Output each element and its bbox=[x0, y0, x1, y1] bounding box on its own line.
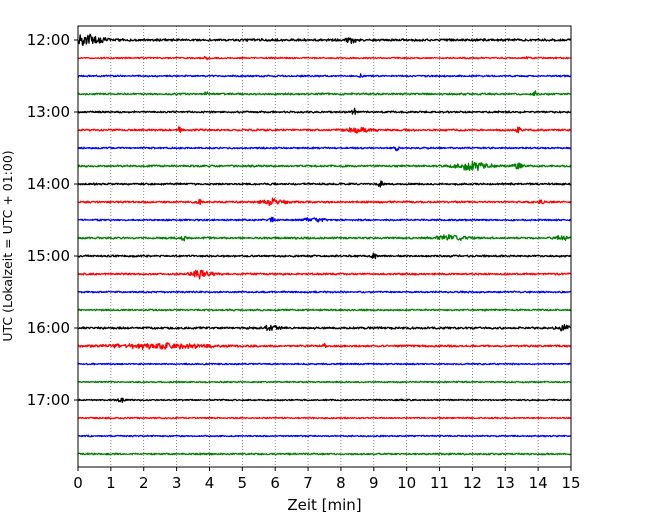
trace-row-1345 bbox=[77, 160, 572, 172]
x-tick-label-7: 7 bbox=[303, 474, 313, 492]
trace-row-1430 bbox=[77, 216, 572, 223]
trace-row-1230 bbox=[77, 73, 572, 79]
trace-row-1500 bbox=[77, 252, 572, 260]
trace-row-1315 bbox=[77, 126, 572, 134]
trace-row-1215 bbox=[77, 55, 572, 61]
x-tick-label-13: 13 bbox=[496, 474, 515, 492]
x-axis-ticks: 0 1 2 3 4 5 6 7 8 9 10 11 12 13 14 15 bbox=[73, 467, 581, 492]
y-tick-label-13:00: 13:00 bbox=[27, 103, 70, 121]
x-tick-label-14: 14 bbox=[529, 474, 548, 492]
trace-row-1630 bbox=[77, 362, 572, 366]
x-tick-label-11: 11 bbox=[430, 474, 449, 492]
x-tick-label-15: 15 bbox=[561, 474, 580, 492]
trace-row-1530 bbox=[77, 290, 572, 294]
x-tick-label-1: 1 bbox=[106, 474, 116, 492]
x-tick-label-5: 5 bbox=[238, 474, 248, 492]
plot-frame bbox=[77, 25, 572, 468]
y-tick-label-14:00: 14:00 bbox=[27, 175, 70, 193]
x-tick-label-9: 9 bbox=[369, 474, 379, 492]
trace-row-1730 bbox=[77, 434, 572, 438]
trace-row-1600 bbox=[77, 323, 572, 332]
x-tick-label-6: 6 bbox=[270, 474, 280, 492]
x-axis-label: Zeit [min] bbox=[287, 496, 361, 514]
y-tick-label-15:00: 15:00 bbox=[27, 247, 70, 265]
x-tick-label-10: 10 bbox=[397, 474, 416, 492]
trace-row-1300 bbox=[77, 107, 572, 115]
x-tick-label-2: 2 bbox=[139, 474, 149, 492]
trace-row-1700 bbox=[77, 397, 572, 404]
y-tick-label-12:00: 12:00 bbox=[27, 31, 70, 49]
seismogram-traces bbox=[77, 33, 572, 456]
trace-row-1445 bbox=[77, 233, 572, 242]
y-tick-label-16:00: 16:00 bbox=[27, 319, 70, 337]
x-tick-label-3: 3 bbox=[172, 474, 182, 492]
x-tick-label-8: 8 bbox=[336, 474, 346, 492]
y-axis-label: UTC (Lokalzeit = UTC + 01:00) bbox=[0, 150, 15, 341]
trace-row-1715 bbox=[77, 416, 572, 420]
trace-row-1645 bbox=[77, 380, 572, 384]
x-tick-label-0: 0 bbox=[73, 474, 83, 492]
trace-row-1245 bbox=[77, 90, 572, 97]
trace-row-1615 bbox=[77, 342, 572, 350]
x-tick-label-4: 4 bbox=[205, 474, 215, 492]
trace-row-1515 bbox=[77, 269, 572, 280]
y-tick-label-17:00: 17:00 bbox=[27, 391, 70, 409]
trace-row-1745 bbox=[77, 452, 572, 456]
trace-row-1200 bbox=[77, 33, 572, 47]
trace-row-1400 bbox=[77, 180, 572, 188]
x-tick-label-12: 12 bbox=[463, 474, 482, 492]
trace-row-1545 bbox=[77, 308, 572, 312]
trace-row-1330 bbox=[77, 146, 572, 152]
trace-row-1415 bbox=[77, 197, 572, 207]
y-axis-ticks: 12:00 13:00 14:00 15:00 16:00 17:00 bbox=[27, 31, 78, 409]
